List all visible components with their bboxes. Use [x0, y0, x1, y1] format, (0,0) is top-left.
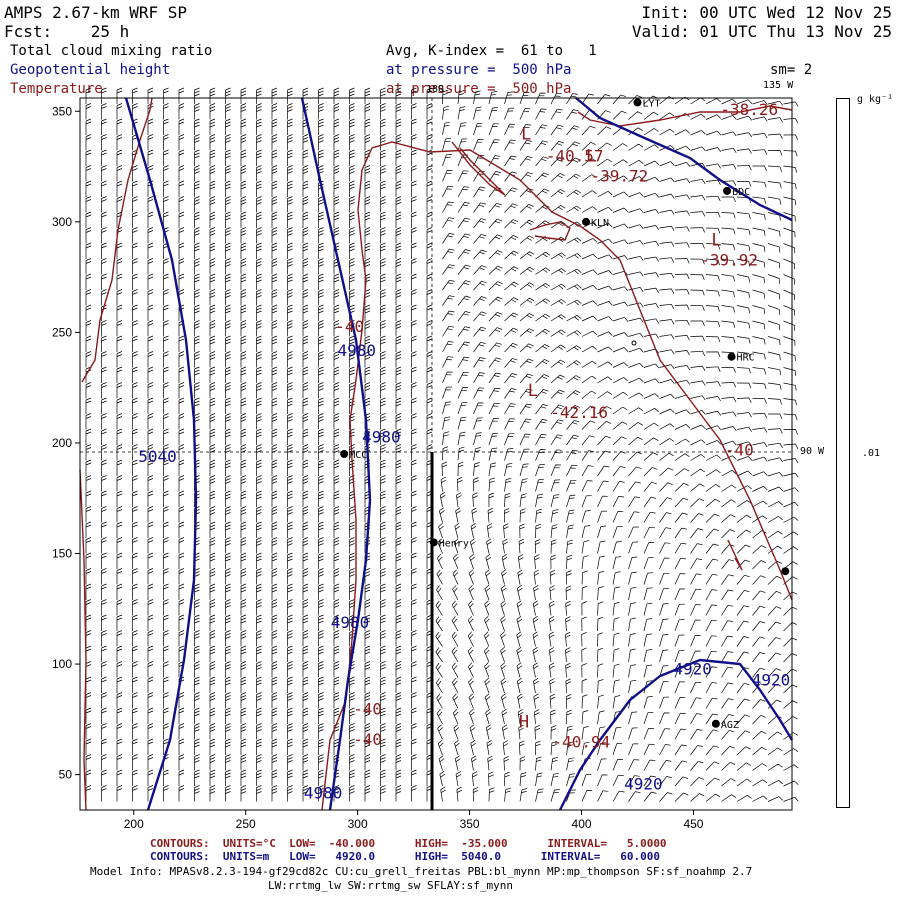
meridian-label-135w: 135 W — [763, 80, 794, 91]
y-tick-label: 50 — [59, 768, 73, 782]
height-contour — [558, 658, 794, 811]
height-contour-label: 4920 — [752, 671, 791, 690]
station-marker — [711, 719, 720, 728]
y-tick-label: 250 — [52, 325, 72, 339]
height-contour-label: 4980 — [331, 613, 370, 632]
height-contour — [124, 97, 198, 811]
temperature-contour-label: -39.92 — [700, 250, 758, 269]
y-tick-label: 350 — [52, 104, 72, 118]
wind-barb-field — [85, 87, 799, 802]
temperature-contour-label: -42.16 — [550, 403, 608, 422]
height-contour-label: 4980 — [337, 341, 376, 360]
height-contour-info: CONTOURS: UNITS=m LOW= 4920.0 HIGH= 5040… — [150, 850, 660, 863]
extremum-marker: L — [711, 231, 721, 251]
station-label: AGZ — [721, 720, 739, 731]
smoothing-value: sm= 2 — [770, 62, 813, 78]
height-contour-label: 4920 — [673, 659, 712, 678]
extremum-marker: L — [521, 124, 531, 144]
temperature-contour-label: -40 — [725, 441, 754, 460]
station-label: Henry — [439, 538, 469, 549]
station-marker — [723, 186, 732, 195]
station-label: LYT — [643, 98, 661, 109]
x-tick-label: 450 — [683, 817, 703, 831]
temperature-contour-label: -40.57 — [546, 146, 604, 165]
colorbar-unit: g kg⁻¹ — [857, 94, 894, 105]
temperature-pressure-level: at pressure = 500 hPa — [386, 81, 572, 97]
x-tick-label: 300 — [348, 817, 368, 831]
colorbar-value: .01 — [862, 448, 881, 459]
legend-temperature: Temperature — [10, 81, 103, 97]
wind-barbs — [85, 87, 799, 802]
extremum-marker: H — [519, 713, 529, 733]
temperature-contour — [577, 105, 793, 127]
x-tick-label: 350 — [460, 817, 480, 831]
height-contour-label: 4980 — [362, 427, 401, 446]
legend-geopotential-height: Geopotential height — [10, 62, 171, 78]
point-marker — [781, 567, 790, 576]
extremum-marker: L — [586, 146, 596, 166]
meridian-lines: 180 — [80, 84, 792, 453]
station-marker — [429, 538, 438, 547]
axis-ticks: 200 250 300 350 400 450 50 100 150 200 250 300 350 — [52, 104, 704, 831]
y-tick-label: 200 — [52, 436, 72, 450]
y-tick-label: 150 — [52, 547, 72, 561]
kindex-range: Avg, K-index = 61 to 1 — [386, 43, 597, 59]
height-contour — [300, 97, 372, 811]
x-tick-label: 200 — [124, 817, 144, 831]
extremum-marker: L — [528, 381, 538, 401]
meridian-label-90w: 90 W — [800, 446, 825, 457]
temperature-contour — [79, 469, 87, 811]
open-circle-marker — [631, 340, 637, 346]
stations: LYT BDC KLN HRC MCC Henry AGZ — [340, 98, 790, 731]
height-contours — [124, 97, 794, 811]
station-label: BDC — [732, 187, 750, 198]
colorbar — [836, 98, 850, 808]
valid-time: Valid: 01 UTC Thu 13 Nov 25 — [631, 22, 892, 41]
temperature-contours — [79, 97, 793, 811]
temperature-contour — [81, 97, 153, 383]
legend-cloud-mixing-ratio: Total cloud mixing ratio — [10, 43, 213, 59]
temperature-contour — [529, 221, 571, 241]
model-title: AMPS 2.67-km WRF SP — [4, 3, 188, 22]
x-tick-label: 250 — [236, 817, 256, 831]
station-marker — [582, 217, 591, 226]
meridian-label-180: 180 — [426, 84, 444, 95]
temperature-contour-label: -40 — [353, 699, 382, 718]
height-contour-label: 4920 — [624, 774, 663, 793]
temperature-contour-info: CONTOURS: UNITS=°C LOW= -40.000 HIGH= -3… — [150, 837, 667, 850]
plot-frame — [79, 97, 793, 811]
station-marker — [727, 352, 736, 361]
x-tick-label: 400 — [572, 817, 592, 831]
station-label: HRC — [737, 353, 755, 364]
station-marker — [340, 450, 349, 458]
station-label: KLN — [591, 218, 609, 229]
init-time: Init: 00 UTC Wed 12 Nov 25 — [641, 3, 892, 22]
height-contour-label: 4980 — [304, 783, 343, 802]
y-tick-label: 300 — [52, 215, 72, 229]
temperature-contour-label: -40 — [353, 730, 382, 749]
station-marker — [633, 98, 642, 107]
height-contour-label: 5040 — [138, 447, 177, 466]
temperature-contour-label: -39.72 — [590, 166, 648, 185]
height-contour — [575, 97, 793, 222]
model-info: Model Info: MPASv8.2.3-194-gf29cd82c CU:… — [90, 865, 753, 878]
y-tick-label: 100 — [52, 657, 72, 671]
model-physics-info: LW:rrtmg_lw SW:rrtmg_sw SFLAY:sf_mynn — [268, 879, 514, 892]
station-label: MCC — [349, 450, 367, 461]
height-pressure-level: at pressure = 500 hPa — [386, 62, 572, 78]
temperature-contour — [321, 141, 793, 811]
forecast-hour: Fcst: 25 h — [4, 22, 130, 41]
temperature-contour — [451, 141, 506, 196]
temperature-contour-label: -40.94 — [552, 732, 610, 751]
temperature-contour — [727, 539, 743, 571]
temperature-contour-label: -40 — [335, 317, 364, 336]
temperature-contour-label: -38.26 — [720, 100, 778, 119]
contour-labels: 50404980498049804980492049204920-40.57-3… — [138, 100, 790, 802]
